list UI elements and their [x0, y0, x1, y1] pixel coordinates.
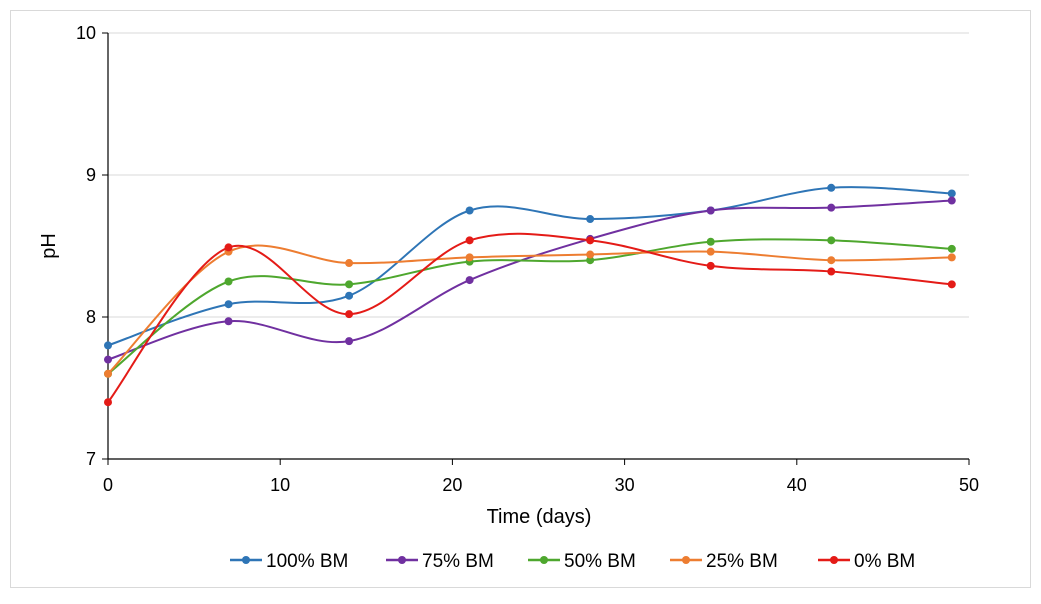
y-tick-label: 10: [76, 23, 96, 43]
data-point-50pct-bm-14: [345, 280, 354, 289]
data-point-50pct-bm-42: [827, 236, 836, 245]
series-line-75pct-bm: [107, 199, 952, 361]
data-point-100pct-bm-42: [827, 183, 836, 192]
data-point-25pct-bm-49: [947, 253, 956, 262]
data-point-25pct-bm-35: [706, 247, 715, 256]
legend-label: 100% BM: [266, 551, 348, 572]
data-point-25pct-bm-21: [465, 253, 474, 262]
legend-swatch-marker: [830, 556, 838, 564]
legend: 100% BM 75% BM 50% BM 25% BM 0% BM: [230, 551, 915, 572]
data-point-50pct-bm-7: [224, 277, 233, 286]
x-axis-title: Time (days): [487, 506, 592, 528]
data-point-100pct-bm-49: [947, 189, 956, 198]
legend-label: 50% BM: [564, 551, 636, 572]
data-point-100pct-bm-14: [345, 291, 354, 300]
data-point-0pct-bm-0: [104, 398, 112, 407]
y-axis-title: pH: [38, 233, 60, 259]
legend-swatch-marker: [540, 556, 548, 564]
tick-labels: 7 8 9 10 0 10 20 30 40 50: [76, 23, 979, 495]
data-point-75pct-bm-35: [706, 206, 715, 215]
data-point-100pct-bm-0: [104, 341, 112, 350]
x-tick-label: 50: [959, 475, 979, 495]
data-point-50pct-bm-49: [947, 244, 956, 253]
data-point-25pct-bm-42: [827, 256, 836, 265]
x-tick-label: 10: [270, 475, 290, 495]
data-point-75pct-bm-14: [345, 337, 354, 346]
y-tick-label: 7: [86, 449, 96, 469]
data-point-100pct-bm-21: [465, 206, 474, 215]
data-point-50pct-bm-35: [706, 237, 715, 246]
data-point-0pct-bm-21: [465, 236, 474, 245]
series-line-100pct-bm: [107, 186, 952, 347]
data-point-50pct-bm-28: [586, 256, 595, 265]
data-point-25pct-bm-14: [345, 259, 354, 268]
data-point-0pct-bm-7: [224, 243, 233, 252]
x-tick-label: 40: [787, 475, 807, 495]
legend-swatch-marker: [682, 556, 690, 564]
legend-item-50pct-bm: 50% BM: [528, 551, 636, 572]
data-point-25pct-bm-0: [104, 369, 112, 378]
data-point-100pct-bm-28: [586, 215, 595, 224]
legend-item-75pct-bm: 75% BM: [386, 551, 494, 572]
x-tick-label: 0: [103, 475, 113, 495]
data-point-0pct-bm-49: [947, 280, 956, 289]
x-tick-label: 30: [615, 475, 635, 495]
legend-item-0pct-bm: 0% BM: [818, 551, 915, 572]
y-tick-label: 9: [86, 165, 96, 185]
data-series: [104, 183, 956, 407]
legend-swatch-marker: [398, 556, 406, 564]
data-point-100pct-bm-7: [224, 300, 233, 309]
series-100pct-bm: [104, 183, 956, 350]
data-point-75pct-bm-21: [465, 276, 474, 285]
data-point-0pct-bm-42: [827, 267, 836, 276]
data-point-0pct-bm-14: [345, 310, 354, 319]
axes: [102, 32, 970, 465]
data-point-75pct-bm-0: [104, 355, 112, 364]
data-point-75pct-bm-49: [947, 196, 956, 205]
data-point-0pct-bm-28: [586, 236, 595, 245]
x-tick-label: 20: [442, 475, 462, 495]
legend-item-100pct-bm: 100% BM: [230, 551, 348, 572]
legend-label: 75% BM: [422, 551, 494, 572]
data-point-25pct-bm-28: [586, 250, 595, 259]
legend-swatch-marker: [242, 556, 250, 564]
legend-item-25pct-bm: 25% BM: [670, 551, 778, 572]
chart-border: [10, 10, 1031, 588]
data-point-75pct-bm-42: [827, 203, 836, 212]
legend-label: 25% BM: [706, 551, 778, 572]
data-point-75pct-bm-7: [224, 317, 233, 326]
gridlines: [108, 32, 969, 318]
y-tick-label: 8: [86, 307, 96, 327]
series-0pct-bm: [104, 232, 956, 407]
data-point-0pct-bm-35: [706, 261, 715, 270]
legend-label: 0% BM: [854, 551, 915, 572]
